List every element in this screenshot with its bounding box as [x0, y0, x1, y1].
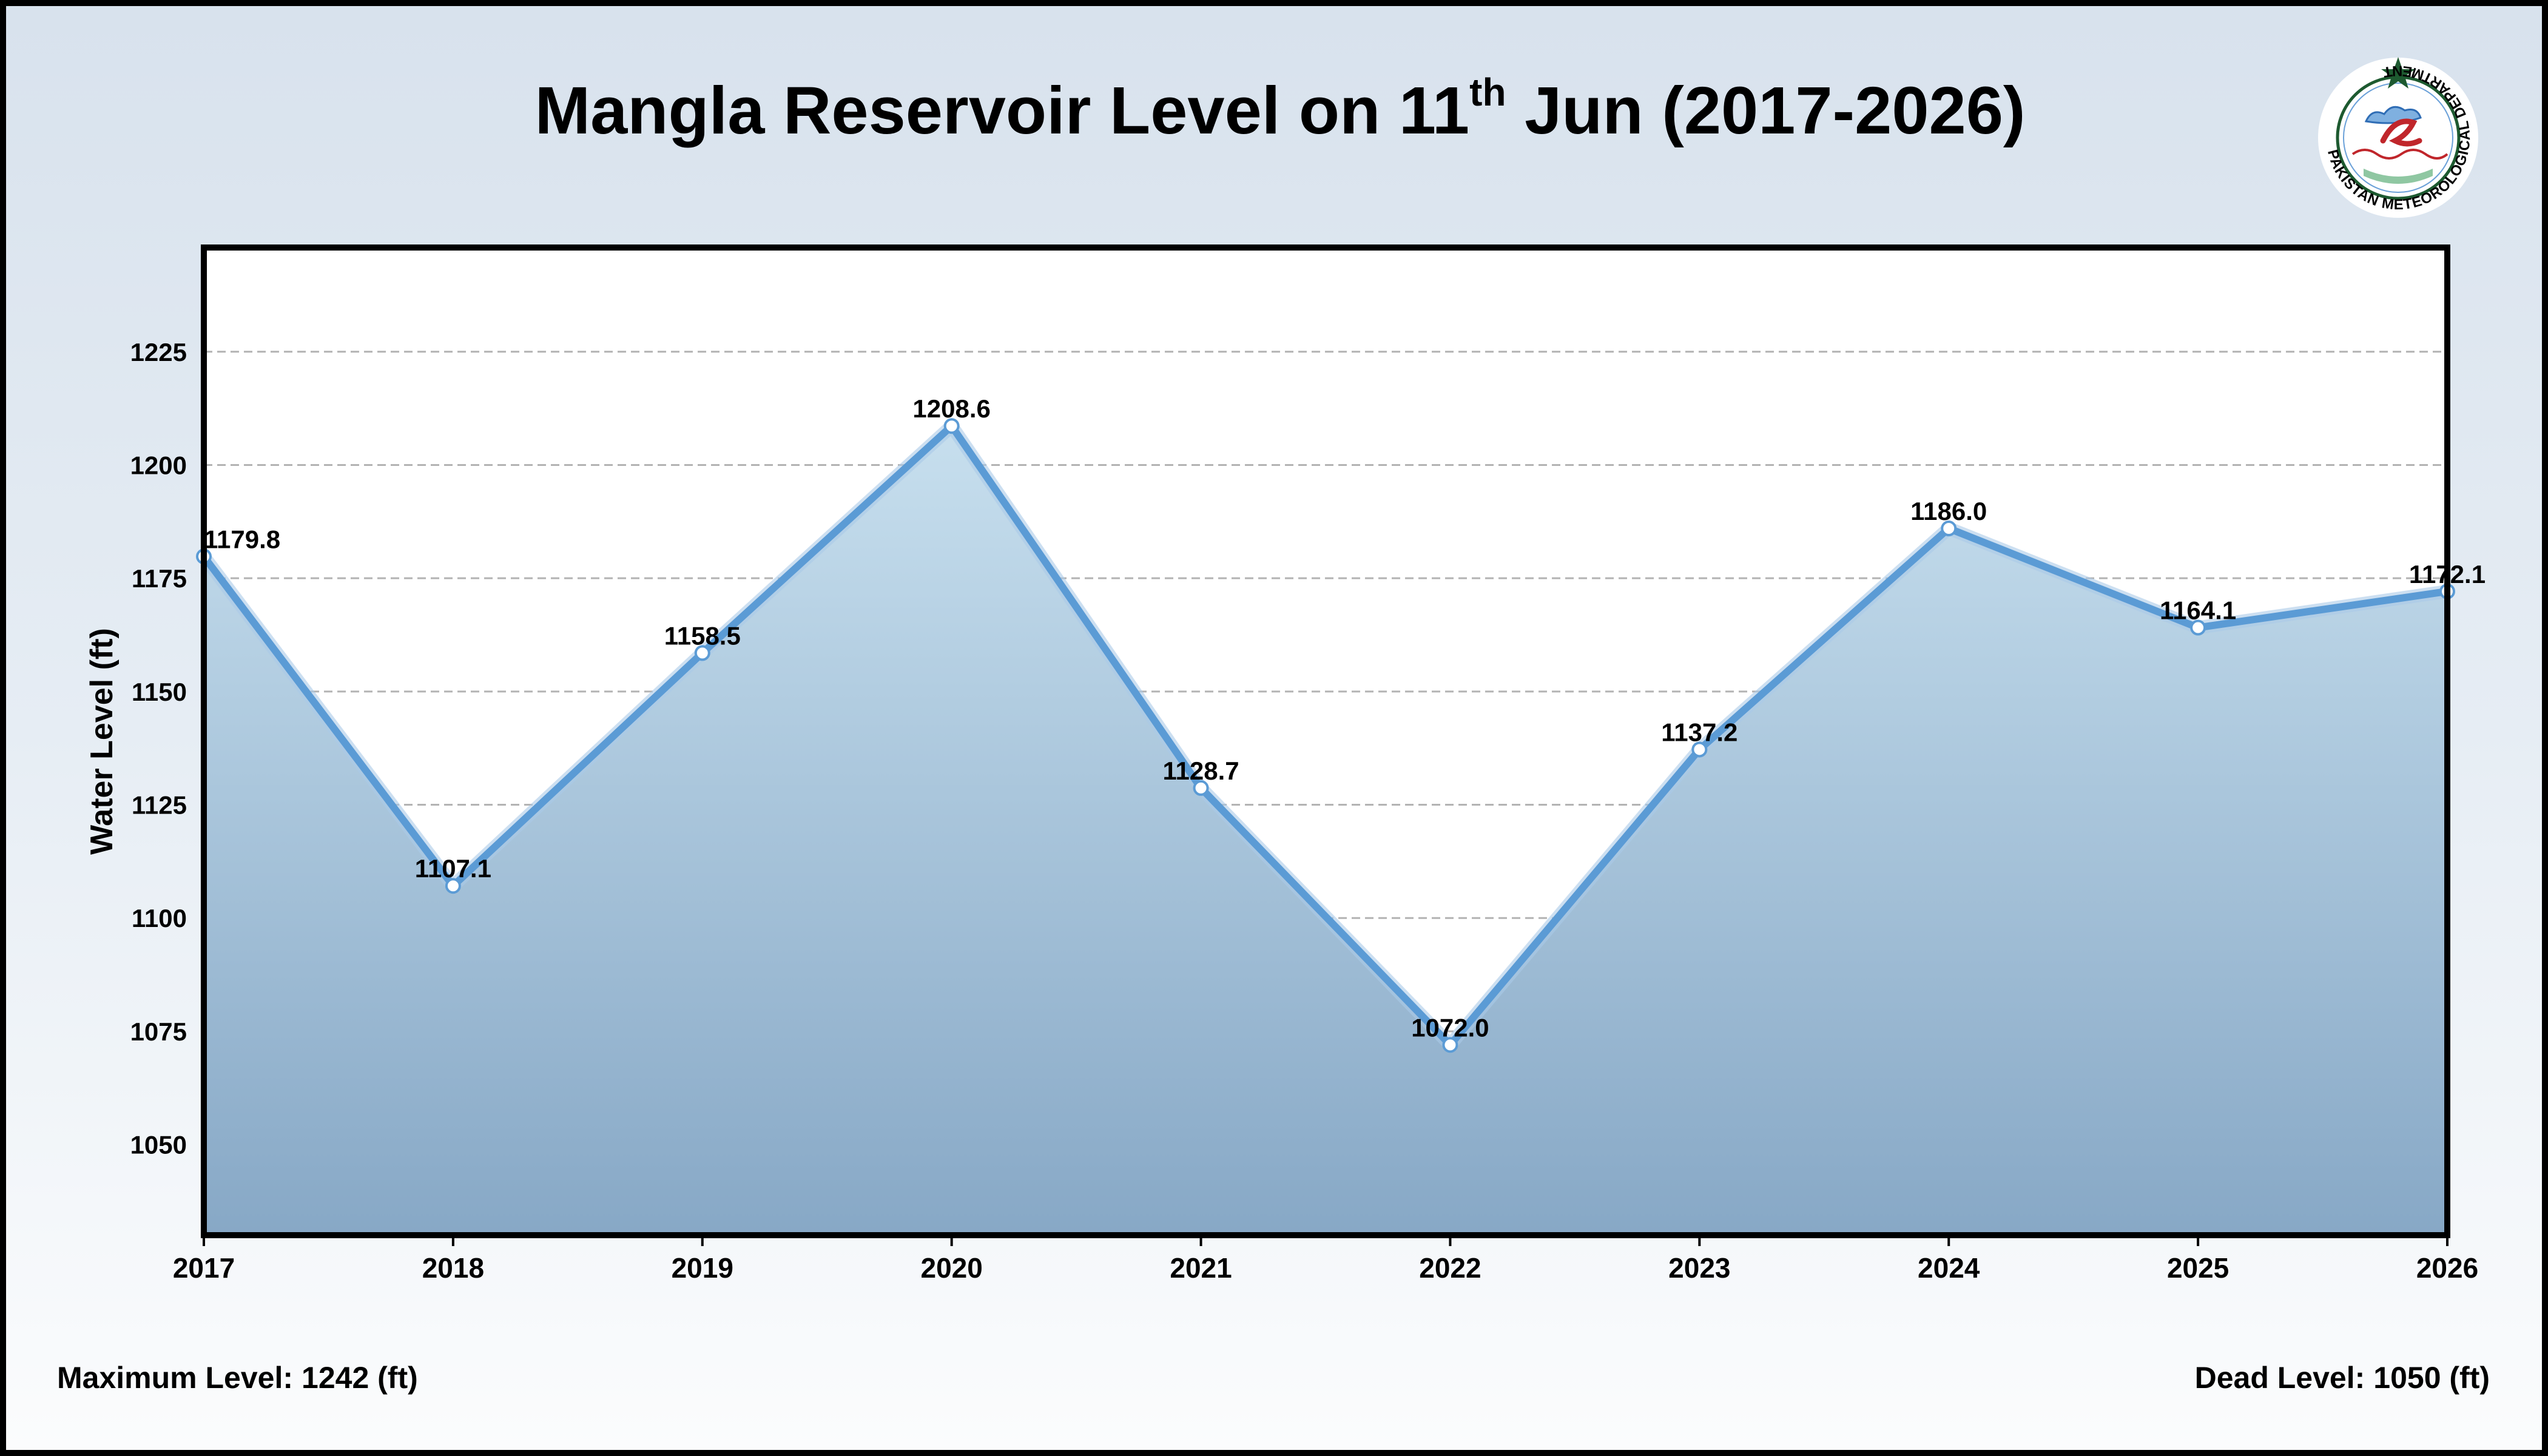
x-tick-label: 2023: [1668, 1252, 1730, 1284]
x-tick-label: 2021: [1170, 1252, 1232, 1284]
y-tick-label: 1100: [132, 904, 187, 932]
dead-level-note: Dead Level: 1050 (ft): [2195, 1360, 2490, 1395]
x-tick-label: 2018: [422, 1252, 484, 1284]
data-point: [943, 418, 960, 434]
x-tick-label: 2019: [672, 1252, 733, 1284]
data-point: [2190, 619, 2206, 636]
maximum-level-label: Maximum Level:: [57, 1361, 294, 1395]
x-tick-label: 2026: [2416, 1252, 2478, 1284]
data-point: [1193, 780, 1209, 796]
x-tick-label: 2020: [920, 1252, 982, 1284]
chart-title: Mangla Reservoir Level on 11th Jun (2017…: [6, 73, 2542, 144]
plot-border: [201, 244, 2450, 1238]
y-tick-label: 1050: [130, 1131, 187, 1159]
data-point: [1442, 1037, 1458, 1053]
series-line: [201, 422, 2448, 1049]
data-label: 1186.0: [1910, 497, 1987, 525]
data-point: [694, 645, 710, 661]
data-label: 1164.1: [2160, 596, 2236, 625]
y-tick-label: 1125: [132, 791, 187, 820]
dead-level-value: 1050 (ft): [2373, 1361, 2490, 1395]
dead-level-label: Dead Level:: [2194, 1361, 2365, 1395]
data-label: 1179.8: [204, 525, 280, 553]
data-label: 1208.6: [912, 394, 990, 423]
data-point: [445, 878, 461, 894]
data-label: 1072.0: [1411, 1013, 1489, 1042]
title-rest: Jun (2017-2026): [1525, 73, 2026, 148]
x-tick-label: 2024: [1918, 1252, 1980, 1284]
maximum-level-note: Maximum Level: 1242 (ft): [57, 1360, 418, 1395]
data-label: 1158.5: [664, 621, 741, 650]
y-tick-label: 1225: [130, 338, 187, 366]
y-axis-label: Water Level (ft): [84, 628, 120, 855]
data-label: 1137.2: [1661, 718, 1737, 746]
line-chart: 1050 1075 1100 1125 1150 1175 1200 1225 2017 201…: [84, 244, 2486, 1284]
pakistan-meteorological-department-logo: PAKISTAN METEOROLOGICAL DEPARTMENT: [2318, 57, 2478, 218]
y-tick-label: 1175: [132, 564, 187, 593]
y-tick-label: 1150: [132, 678, 187, 706]
area-fill: [204, 426, 2447, 1235]
data-label: 1172.1: [2409, 560, 2486, 588]
data-point: [1941, 521, 1957, 537]
data-label: 1107.1: [415, 854, 491, 883]
maximum-level-value: 1242 (ft): [302, 1361, 418, 1395]
title-main: Mangla Reservoir Level on 11: [534, 73, 1470, 148]
data-point: [1691, 741, 1708, 758]
data-label: 1128.7: [1162, 757, 1239, 785]
y-tick-label: 1075: [130, 1017, 187, 1046]
x-tick-label: 2022: [1419, 1252, 1481, 1284]
title-superscript: th: [1469, 70, 1506, 114]
x-tick-label: 2017: [173, 1252, 235, 1284]
x-tick-label: 2025: [2167, 1252, 2229, 1284]
logo-star-icon: [2381, 57, 2415, 89]
y-tick-label: 1200: [130, 451, 187, 479]
